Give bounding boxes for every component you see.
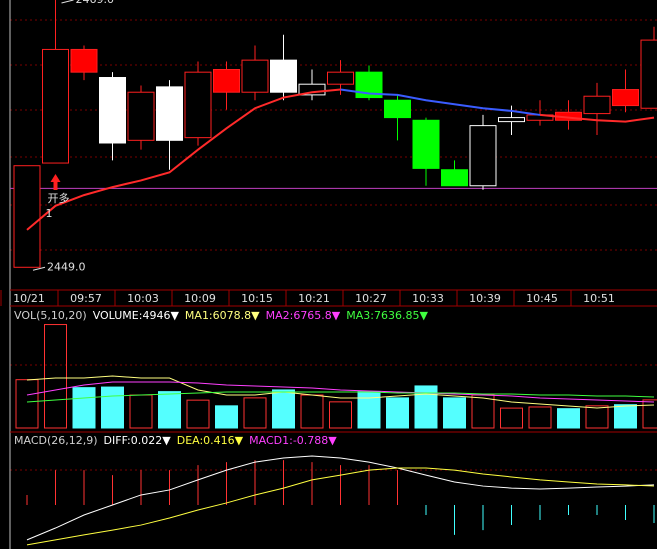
legend-label: VOL(5,10,20) (14, 309, 87, 322)
signal-arrow (50, 174, 61, 190)
legend-label: DEA:0.416▼ (177, 434, 244, 447)
volume-ma-line (26, 381, 655, 403)
macd-line (26, 455, 655, 541)
x-tick-label: 10:27 (355, 292, 387, 305)
candle-body (241, 59, 269, 93)
x-tick-label: 10:21 (298, 292, 330, 305)
volume-bar (585, 405, 609, 429)
volume-bar (15, 379, 39, 429)
volume-bar (215, 405, 238, 429)
volume-bar (557, 408, 580, 429)
volume-bar (243, 397, 267, 429)
candle-body (99, 77, 126, 144)
volume-bar (272, 389, 295, 429)
volume-bar (500, 407, 523, 429)
annotation-marker (32, 266, 46, 271)
volume-bar (129, 394, 153, 429)
volume-bar (300, 394, 324, 429)
x-tick-label: 10/21 (13, 292, 45, 305)
annotation-label: 2469.0 (76, 0, 115, 6)
volume-bar (614, 404, 637, 429)
legend-label: MACD(26,12,9) (14, 434, 98, 447)
candle-body (270, 59, 297, 93)
candle-body (298, 83, 326, 96)
candle-body (13, 165, 41, 268)
candle-body (213, 68, 240, 93)
macd-line (26, 467, 655, 546)
volume-bar (186, 399, 210, 429)
annotation-marker (61, 0, 74, 4)
volume-bar (44, 324, 67, 429)
volume-ma-line (26, 375, 655, 409)
volume-bar (642, 399, 657, 429)
candle-body (469, 125, 497, 187)
candle-body (42, 48, 69, 164)
candle-body (156, 86, 183, 141)
volume-bar (386, 397, 409, 429)
x-tick-label: 10:09 (184, 292, 216, 305)
candle-body (127, 91, 155, 141)
candle-body (184, 71, 212, 139)
annotation-label: 2449.0 (47, 260, 86, 273)
legend-label: VOLUME:4946▼ (93, 309, 180, 322)
candle-body (412, 119, 440, 169)
ma-line (26, 88, 655, 231)
legend-label: MA3:7636.85▼ (346, 309, 428, 322)
volume-bar (528, 406, 552, 429)
ma-line (340, 88, 541, 116)
candle-body (498, 117, 525, 123)
volume-bar (414, 385, 438, 429)
x-tick-label: 10:15 (241, 292, 273, 305)
x-tick-label: 10:45 (526, 292, 558, 305)
volume-bar (471, 394, 495, 429)
signal-count: 1 (46, 207, 53, 220)
volume-bar (72, 387, 96, 429)
legend-label: DIFF:0.022▼ (104, 434, 172, 447)
volume-bar (101, 386, 124, 429)
x-tick-label: 09:57 (70, 292, 102, 305)
volume-bar (329, 401, 352, 429)
signal-label: 开多 (48, 191, 70, 205)
volume-bar (158, 391, 181, 429)
candle-body (70, 48, 98, 73)
candle-body (583, 95, 611, 115)
legend-label: MA1:6078.8▼ (185, 309, 260, 322)
x-tick-label: 10:51 (583, 292, 615, 305)
candle-body (612, 89, 639, 107)
volume-bar (443, 397, 466, 429)
x-tick-label: 10:39 (469, 292, 501, 305)
x-tick-label: 10:03 (127, 292, 159, 305)
x-tick-label: 10:33 (412, 292, 444, 305)
candle-body (384, 99, 411, 119)
candle-body (441, 169, 468, 187)
legend-label: MACD1:-0.788▼ (249, 434, 337, 447)
candle-body (640, 39, 657, 109)
candle-body (327, 71, 354, 85)
legend-label: MA2:6765.8▼ (266, 309, 341, 322)
volume-ma-line (26, 391, 655, 403)
